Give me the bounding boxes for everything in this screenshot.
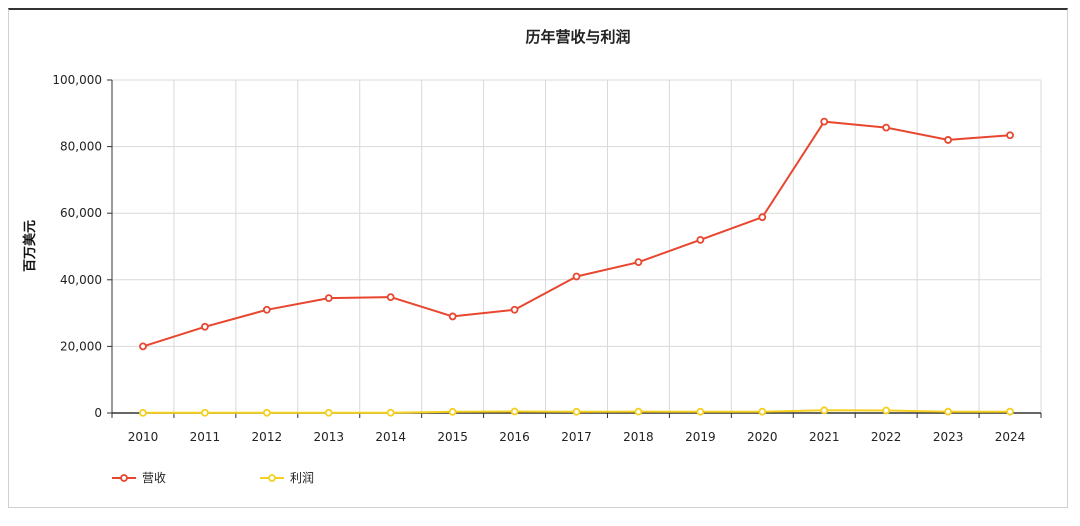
legend: 营收 利润 [112, 471, 314, 485]
x-tick-label: 2020 [747, 430, 778, 444]
y-tick-label: 20,000 [60, 339, 102, 353]
x-tick-label: 2015 [437, 430, 468, 444]
data-point [510, 305, 519, 314]
data-point [634, 407, 643, 416]
data-point [944, 136, 952, 144]
chart-frame [8, 8, 1068, 508]
y-tick-label: 80,000 [60, 140, 102, 154]
data-point [944, 407, 952, 416]
data-point [696, 235, 705, 244]
x-tick-label: 2013 [313, 430, 344, 444]
data-point [820, 406, 829, 415]
data-point [386, 408, 395, 417]
y-tick-label: 60,000 [60, 206, 102, 220]
data-point [572, 272, 581, 281]
legend-label: 营收 [142, 471, 166, 485]
data-point [448, 312, 457, 321]
chart-title: 历年营收与利润 [525, 28, 630, 46]
data-point [386, 293, 395, 302]
y-axis-label: 百万美元 [22, 220, 38, 272]
data-point [262, 305, 271, 314]
data-point [139, 342, 147, 351]
x-tick-label: 2018 [623, 430, 654, 444]
y-tick-label: 40,000 [60, 273, 102, 287]
data-point [758, 213, 767, 222]
x-tick-label: 2017 [561, 430, 592, 444]
series-layer [139, 117, 1014, 417]
x-tick-label: 2011 [190, 430, 221, 444]
x-tick-label: 2024 [995, 430, 1026, 444]
x-tick-label: 2019 [685, 430, 716, 444]
x-tick-label: 2010 [128, 430, 159, 444]
data-point [200, 408, 209, 417]
data-point [1006, 131, 1014, 140]
x-tick-label: 2016 [499, 430, 530, 444]
x-tick-label: 2023 [933, 430, 964, 444]
data-point [820, 117, 829, 126]
data-point [510, 407, 519, 416]
series-line-0 [142, 120, 1011, 348]
data-point [448, 407, 457, 416]
data-point [882, 406, 891, 415]
grid [112, 79, 1042, 413]
x-tick-label: 2022 [871, 430, 902, 444]
x-tick-label: 2012 [252, 430, 283, 444]
data-point [1006, 407, 1014, 416]
data-point [262, 408, 271, 417]
y-tick-label: 100,000 [52, 73, 102, 87]
data-point [882, 123, 891, 132]
legend-swatch-marker [268, 474, 276, 482]
data-point [634, 258, 643, 267]
data-point [324, 294, 333, 303]
data-point [572, 407, 581, 416]
data-point [200, 322, 209, 331]
x-tick-label: 2014 [375, 430, 406, 444]
data-point [139, 408, 147, 417]
x-tick-label: 2021 [809, 430, 840, 444]
legend-label: 利润 [290, 471, 314, 485]
data-point [696, 407, 705, 416]
data-point [324, 408, 333, 417]
legend-swatch-marker [120, 474, 128, 482]
y-tick-label: 0 [94, 406, 102, 420]
data-point [758, 407, 767, 416]
